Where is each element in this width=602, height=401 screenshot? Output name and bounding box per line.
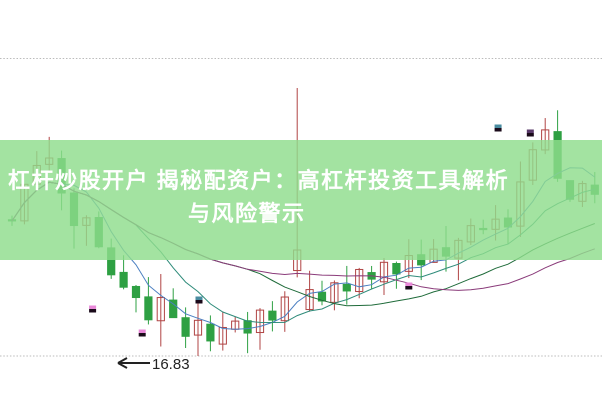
- svg-text:与风险警示: 与风险警示: [188, 201, 306, 226]
- svg-text:杠杆炒股开户 揭秘配资户：高杠杆投资工具解析: 杠杆炒股开户 揭秘配资户：高杠杆投资工具解析: [8, 168, 509, 193]
- svg-text:16.83: 16.83: [152, 356, 190, 373]
